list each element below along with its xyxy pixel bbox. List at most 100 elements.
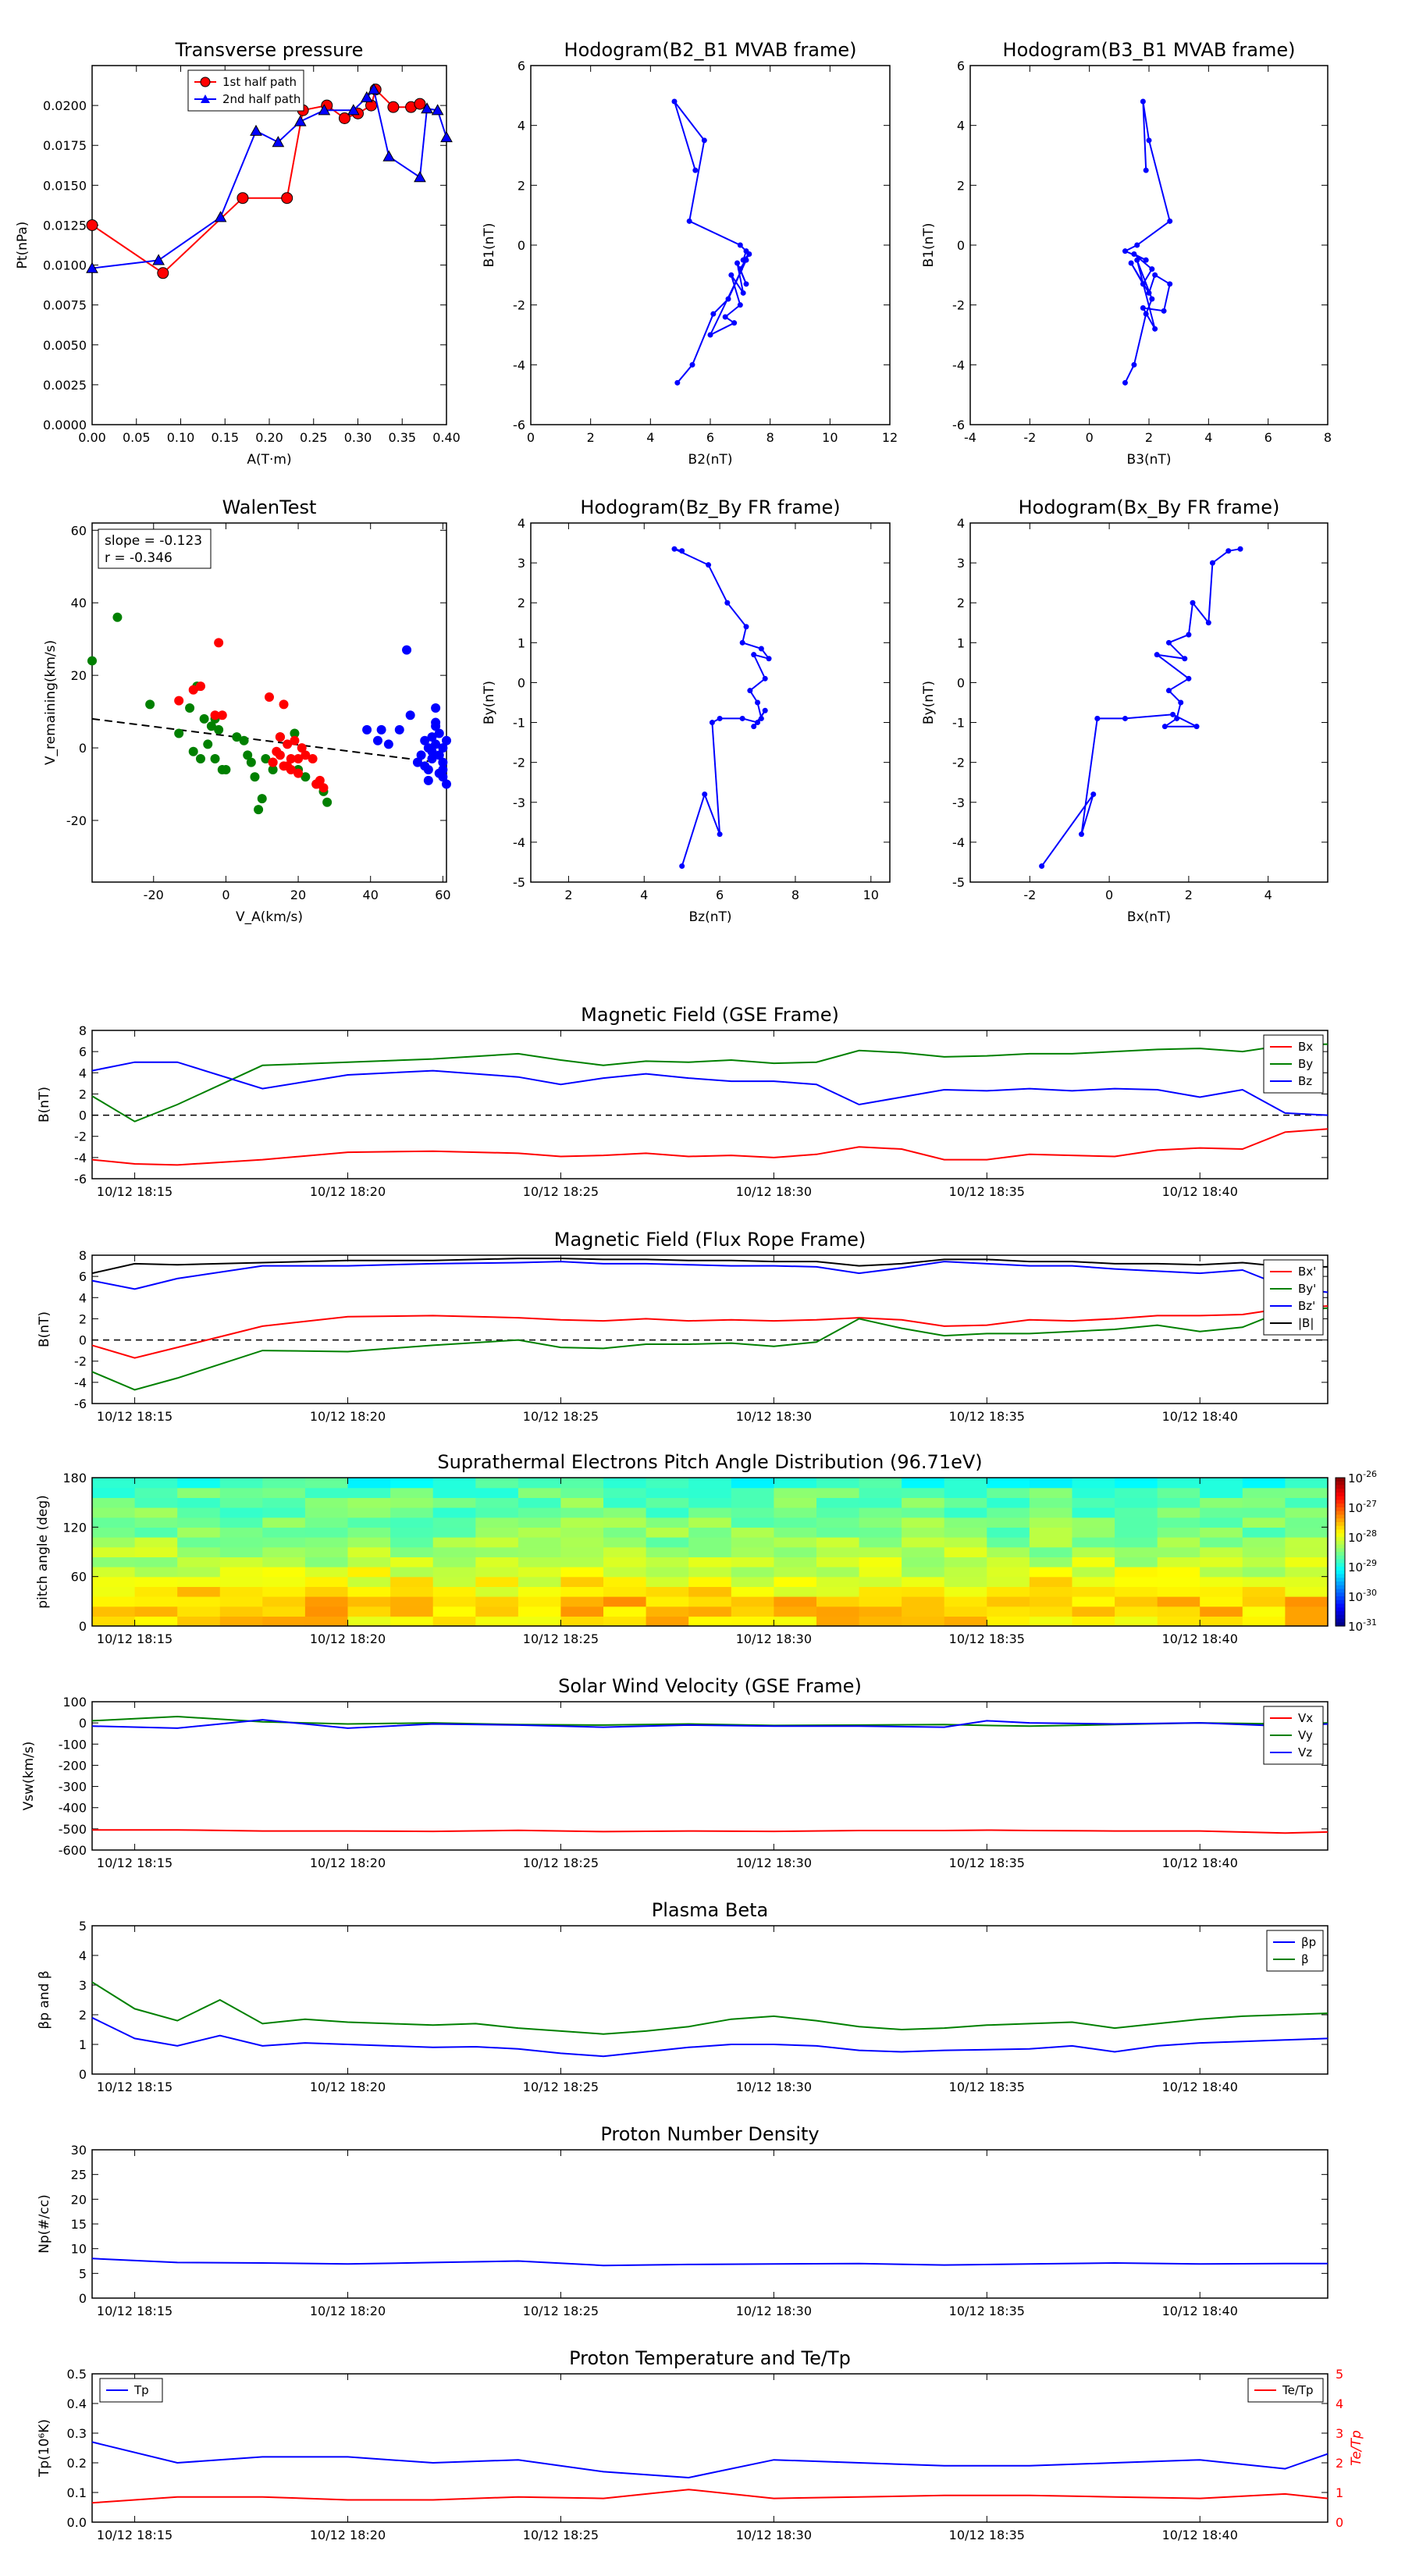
y-tick-label: 2 <box>957 178 965 193</box>
heatmap-cell <box>1200 1557 1243 1567</box>
heatmap-cell <box>646 1478 689 1489</box>
colorbar-step <box>1336 1592 1345 1597</box>
heatmap-cell <box>390 1497 434 1508</box>
data-point <box>735 260 740 266</box>
heatmap-cell <box>475 1596 519 1607</box>
data-point <box>728 272 735 278</box>
heatmap-cell <box>560 1546 604 1557</box>
x-tick-label: 2 <box>587 430 595 445</box>
y-tick-label: -500 <box>59 1822 87 1837</box>
heatmap-cell <box>731 1557 774 1567</box>
heatmap-cell <box>1115 1606 1158 1617</box>
y-tick-label: 0 <box>79 1716 87 1731</box>
heatmap-cell <box>1029 1507 1073 1518</box>
heatmap-cell <box>347 1537 391 1548</box>
legend-label: By <box>1298 1057 1313 1071</box>
heatmap-cell <box>1200 1478 1243 1489</box>
heatmap-cell <box>347 1576 391 1587</box>
y-tick-label: -6 <box>74 1172 87 1187</box>
heatmap-cell <box>262 1586 306 1597</box>
heatmap-cell <box>731 1527 774 1538</box>
y-tick-label: 6 <box>518 59 525 73</box>
heatmap-cell <box>1029 1616 1073 1627</box>
heatmap-cell <box>560 1586 604 1597</box>
heatmap-cell <box>518 1507 562 1518</box>
data-point <box>1174 715 1180 721</box>
data-point <box>1131 361 1137 368</box>
data-point <box>743 624 749 630</box>
data-point <box>701 137 707 144</box>
panel-mag_fr: Magnetic Field (Flux Rope Frame) -6 -4 -2 0 2… <box>37 1229 1329 1424</box>
panel-hodo3: Hodogram(Bz_By FR frame) -5 -4 -3 -2 -1 0 1 2 3 4 B… <box>482 496 891 925</box>
y-tick-label: 4 <box>957 516 965 531</box>
heatmap-cell <box>177 1546 221 1557</box>
heatmap-cell <box>262 1537 306 1548</box>
data-point <box>174 696 184 706</box>
heatmap-cell <box>518 1487 562 1498</box>
heatmap-cell <box>774 1596 817 1607</box>
heatmap-cell <box>92 1606 136 1617</box>
x-tick-label: 10/12 18:40 <box>1162 1184 1238 1199</box>
colorbar-step <box>1336 1507 1345 1512</box>
data-point <box>265 692 274 703</box>
x-tick-label: 10/12 18:30 <box>736 2304 812 2318</box>
heatmap-cell <box>177 1487 221 1498</box>
colorbar-step <box>1336 1578 1345 1582</box>
heatmap-cell <box>177 1478 221 1489</box>
hodogram-path <box>1123 101 1171 383</box>
heatmap-cell <box>774 1527 817 1538</box>
colorbar-step <box>1336 1570 1345 1575</box>
data-point <box>1161 724 1168 730</box>
y-tick-label: 0 <box>79 2291 87 2306</box>
data-point <box>257 794 267 804</box>
heatmap-cell <box>1072 1537 1115 1548</box>
heatmap-cell <box>816 1497 860 1508</box>
heatmap-cell <box>1242 1576 1286 1587</box>
heatmap-cell <box>390 1527 434 1538</box>
x-tick-label: 0 <box>1086 430 1094 445</box>
heatmap-cell <box>432 1517 476 1528</box>
data-point <box>214 211 227 222</box>
y-tick-label: 100 <box>62 1695 87 1710</box>
heatmap-cell <box>1115 1527 1158 1538</box>
heatmap-cell <box>987 1586 1030 1597</box>
data-point <box>746 251 752 257</box>
data-point <box>722 314 728 320</box>
heatmap-cell <box>944 1497 987 1508</box>
data-point <box>442 779 451 789</box>
data-point <box>318 104 331 116</box>
heatmap-cell <box>1157 1497 1200 1508</box>
x-tick-label: 0.40 <box>432 430 461 445</box>
heatmap-cell <box>390 1576 434 1587</box>
y-tick-label: 0 <box>957 238 965 253</box>
heatmap-cell <box>560 1527 604 1538</box>
heatmap-cell <box>774 1567 817 1578</box>
x-tick-label: 10/12 18:20 <box>310 2080 386 2094</box>
heatmap-cell <box>262 1596 306 1607</box>
heatmap-cell <box>262 1507 306 1518</box>
data-point <box>740 290 746 296</box>
colorbar-step <box>1336 1544 1345 1549</box>
data-point <box>724 600 731 606</box>
data-point <box>751 652 757 658</box>
heatmap-cell <box>177 1537 221 1548</box>
x-tick-label: 10/12 18:15 <box>97 1856 173 1870</box>
y-tick-label: 8 <box>79 1248 87 1263</box>
x-tick-label: 0.30 <box>344 430 372 445</box>
heatmap-cell <box>1285 1606 1329 1617</box>
heatmap-cell <box>1285 1567 1329 1578</box>
heatmap-cell <box>134 1507 178 1518</box>
heatmap-cell <box>219 1527 263 1538</box>
heatmap-cell <box>347 1596 391 1607</box>
heatmap-cell <box>177 1606 221 1617</box>
heatmap-cell <box>1115 1576 1158 1587</box>
x-tick-label: 4 <box>646 430 654 445</box>
heatmap-cell <box>347 1478 391 1489</box>
colorbar-label: 10-29 <box>1348 1558 1377 1574</box>
colorbar-label-exponent: -27 <box>1363 1499 1377 1509</box>
heatmap-cell <box>1285 1546 1329 1557</box>
heatmap-cell <box>1157 1616 1200 1627</box>
heatmap-cell <box>944 1537 987 1548</box>
heatmap-cell <box>92 1517 136 1528</box>
heatmap-cell <box>1157 1606 1200 1617</box>
